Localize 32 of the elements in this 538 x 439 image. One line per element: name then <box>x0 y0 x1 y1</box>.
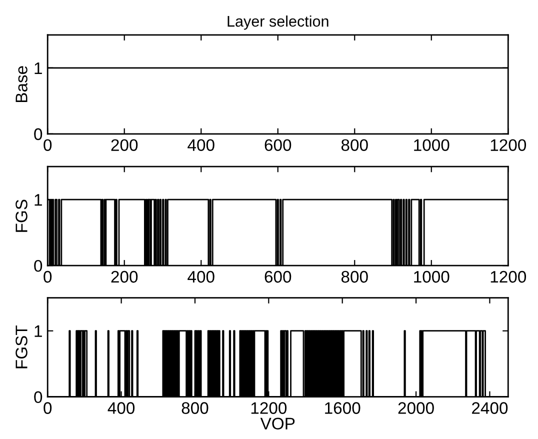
x-tick-label: 1200 <box>251 402 287 414</box>
x-tick-label: 600 <box>264 270 292 283</box>
y-tick-label: 0 <box>34 391 42 404</box>
x-tick-label: 1000 <box>414 139 450 151</box>
y-axis-title: Base <box>16 66 28 102</box>
y-tick-label: 0 <box>34 260 42 272</box>
x-tick-label: 1200 <box>490 270 526 283</box>
x-tick-label: 0 <box>44 270 52 283</box>
x-tick-label: 600 <box>264 139 292 151</box>
x-tick-label: 2400 <box>472 402 508 414</box>
x-tick-label: 800 <box>182 402 208 414</box>
y-tick-label: 1 <box>34 194 42 206</box>
x-tick-label: 400 <box>188 270 214 283</box>
x-tick-label: 2000 <box>398 402 434 414</box>
x-tick-label: 800 <box>341 139 368 151</box>
x-tick-label: 800 <box>341 270 368 283</box>
x-tick-label: 1000 <box>414 270 450 283</box>
y-axis-title: FGS <box>16 200 28 232</box>
x-tick-label: 200 <box>111 270 138 283</box>
x-tick-label: 1200 <box>490 139 526 151</box>
y-axis-title: FGST <box>16 326 28 368</box>
x-tick-label: 400 <box>188 139 214 151</box>
chart-title: Layer selection <box>228 15 328 30</box>
y-tick-label: 1 <box>34 62 42 74</box>
x-axis-title: VOP <box>260 418 295 430</box>
x-tick-label: 1600 <box>325 402 360 414</box>
y-tick-label: 0 <box>34 128 42 140</box>
x-tick-label: 200 <box>111 139 138 151</box>
x-tick-label: 0 <box>44 402 52 414</box>
y-tick-label: 1 <box>34 325 42 337</box>
x-tick-label: 400 <box>108 402 135 414</box>
x-tick-label: 0 <box>44 139 52 151</box>
